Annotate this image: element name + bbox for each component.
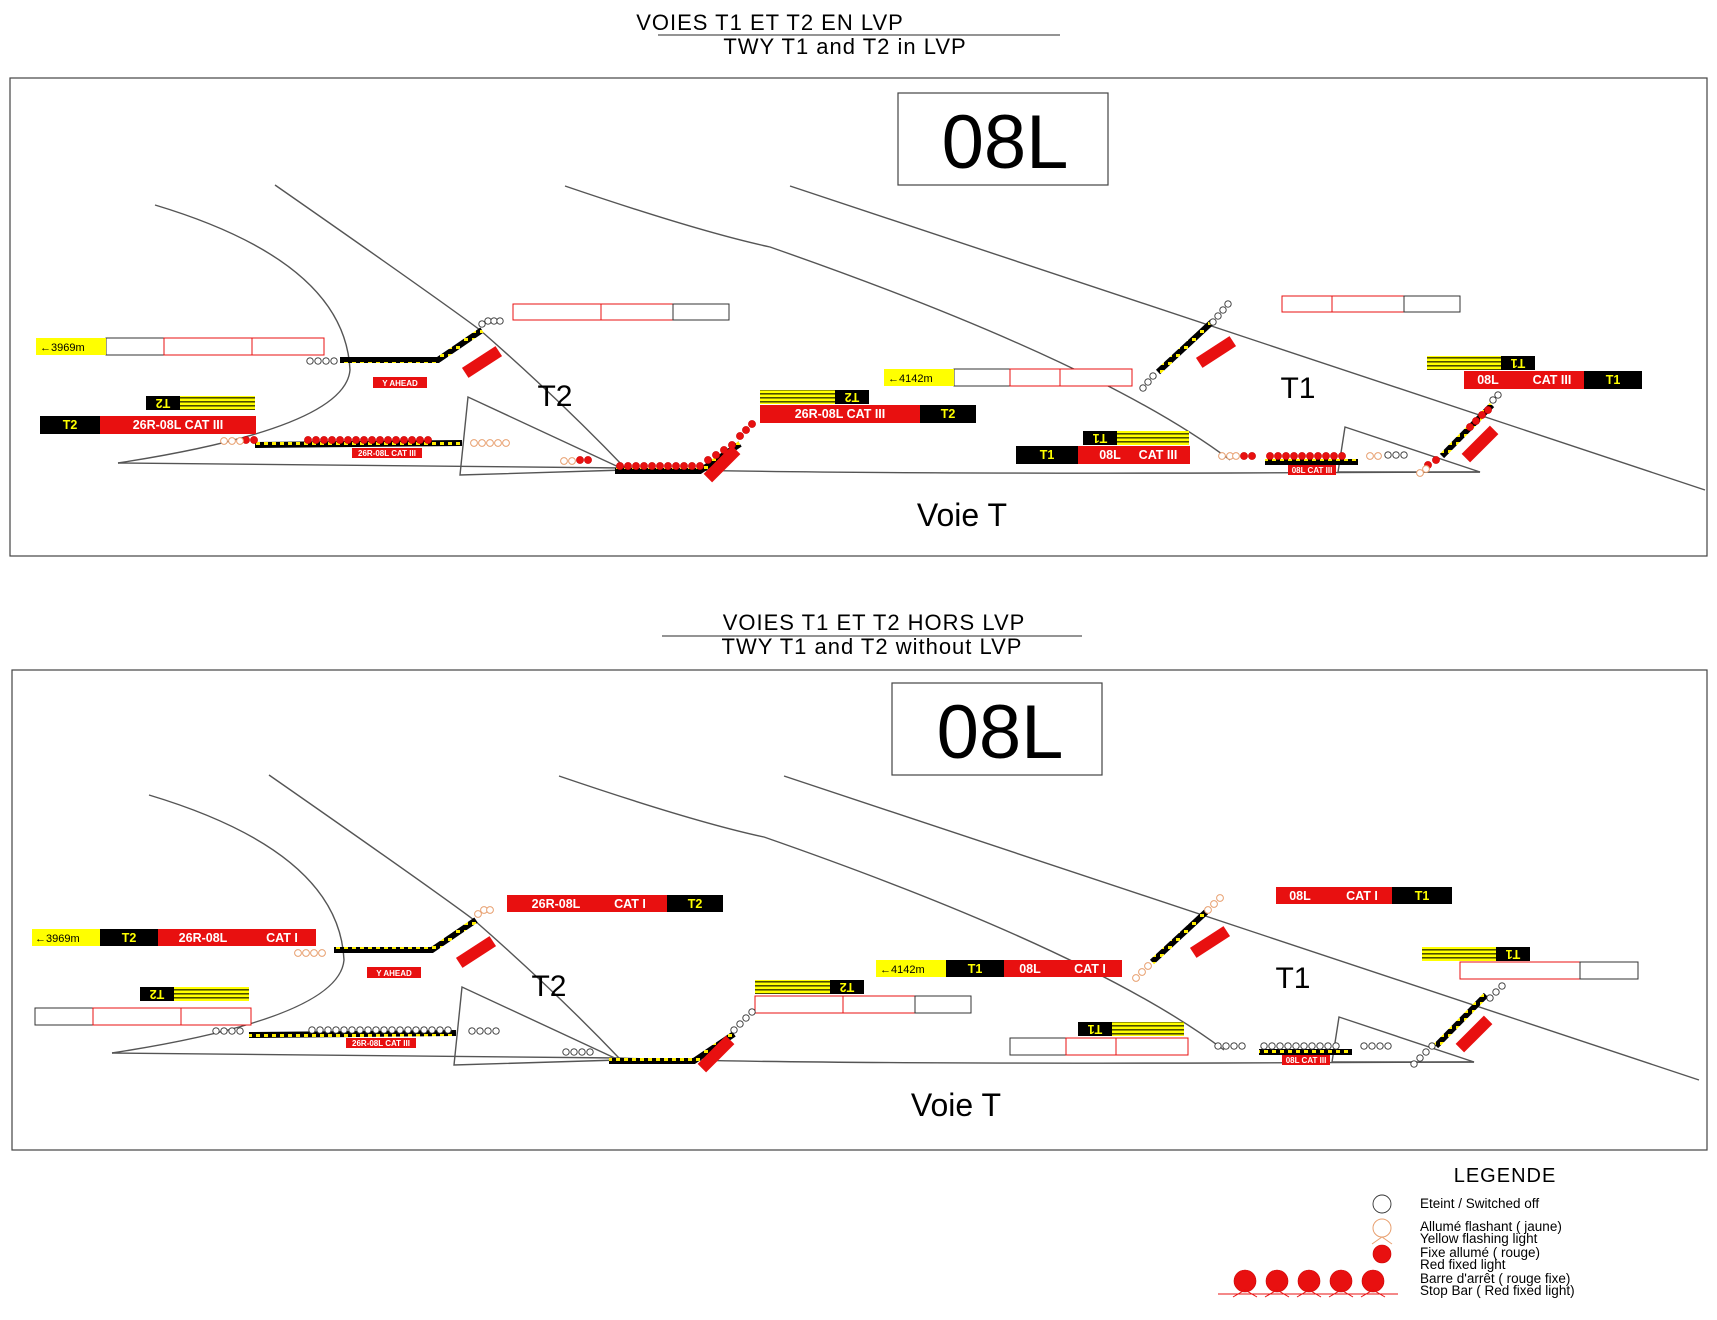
svg-text:CAT I: CAT I [614,897,646,911]
svg-text:T2: T2 [63,418,78,432]
bar-label-08l-b: 08L CAT III [1286,1056,1327,1065]
bar-label-08l: 08L CAT III [1292,466,1333,475]
runway-label-08l: 08L [942,100,1069,185]
svg-text:CAT III: CAT III [1139,448,1178,462]
sign-hors-mid: T1 08L CAT I T1 [946,960,1184,1036]
title-hors-lvp: VOIES T1 ET T2 HORS LVP TWY T1 and T2 wi… [662,610,1082,659]
svg-text:CAT I: CAT I [1346,889,1378,903]
svg-text:T2: T2 [688,897,703,911]
legend-flash-icon [1372,1218,1392,1238]
legend-off: Eteint / Switched off [1420,1196,1539,1211]
sign-hors-top: 26R-08L CAT I T2 [507,895,723,912]
sign-hors-right: 08L CAT I T1 T1 [1276,887,1530,961]
svg-text:26R-08L CAT III: 26R-08L CAT III [133,418,224,432]
distance-3969m-b: ←3969m [35,933,80,945]
svg-text:T2: T2 [156,396,171,410]
flag-t2-mid-b: T2 [840,980,855,994]
sign-lvp-t1-right: T1 08L CAT III T1 [1427,356,1642,389]
svg-text:26R-08L CAT III: 26R-08L CAT III [795,407,886,421]
distance-3969m: ←3969m [40,342,85,354]
svg-text:08L: 08L [1289,889,1311,903]
taxiway-label-t1-b: T1 [1275,962,1310,995]
taxiway-label-voie-t: Voie T [917,497,1007,533]
title-lvp: VOIES T1 ET T2 EN LVP TWY T1 and T2 in L… [636,10,1060,59]
svg-text:T2: T2 [150,987,165,1001]
svg-text:T1: T1 [1415,889,1430,903]
svg-text:08L: 08L [1099,448,1121,462]
taxiway-label-t2: T2 [537,380,572,413]
sign-lvp-t2-left: T2 T2 26R-08L CAT III [40,396,256,434]
svg-text:26R-08L: 26R-08L [179,931,228,945]
svg-text:CAT I: CAT I [1074,962,1106,976]
stop-bars-lvp [254,319,1495,474]
svg-text:T1: T1 [1093,431,1108,445]
runway-label-08l-b: 08L [937,690,1064,775]
sign-lvp-t2-mid: T2 26R-08L CAT III T2 [760,390,976,423]
svg-text:CAT III: CAT III [1533,373,1572,387]
panel-lvp: 08L T2 T1 Voie T ←3969m ←4142m T2 T2 26R… [9,77,1708,557]
bar-label-26r: 26R-08L CAT III [358,449,416,458]
y-ahead-sign: Y AHEAD [382,379,418,388]
svg-text:08L: 08L [1019,962,1041,976]
legend-red-icon [1372,1244,1392,1264]
legend-flash-en: Yellow flashing light [1420,1231,1538,1246]
svg-text:T2: T2 [122,931,137,945]
title-hors-en: TWY T1 and T2 without LVP [722,634,1023,659]
svg-text:T2: T2 [941,407,956,421]
taxiway-label-voie-t-b: Voie T [911,1087,1001,1123]
legend-flash-fr: Allumé flashant ( jaune) [1420,1219,1562,1234]
legend: LEGENDE Eteint / Switched off Allumé fla… [1218,1165,1575,1298]
distance-4142m: ←4142m [888,373,933,385]
legend-off-icon [1372,1194,1392,1214]
title-lvp-en: TWY T1 and T2 in LVP [723,34,966,59]
legend-bar-fr: Barre d'arrêt ( rouge fixe) [1420,1271,1570,1286]
title-hors-fr: VOIES T1 ET T2 HORS LVP [723,610,1026,635]
legend-red-en: Red fixed light [1420,1257,1506,1272]
sign-lvp-t1-mid: T1 T1 08L CAT III [1016,431,1190,464]
svg-text:T1: T1 [1606,373,1621,387]
svg-text:T1: T1 [1506,947,1521,961]
taxiway-label-t1: T1 [1280,372,1315,405]
empty-signs-b [34,961,1639,1056]
svg-text:26R-08L: 26R-08L [532,897,581,911]
panel-hors-lvp: 08L T2 T1 Voie T ←3969m ←4142m T2 26R-08… [11,669,1708,1151]
svg-text:T1: T1 [1088,1022,1103,1036]
empty-signs [105,295,1461,387]
legend-title: LEGENDE [1454,1165,1557,1187]
legend-bar-en: Stop Bar ( Red fixed light) [1420,1283,1575,1298]
title-lvp-fr: VOIES T1 ET T2 EN LVP [636,10,904,35]
legend-stopbar-icon [1218,1269,1398,1298]
svg-text:CAT I: CAT I [266,931,298,945]
taxiway-label-t2-b: T2 [531,970,566,1003]
svg-text:T1: T1 [968,962,983,976]
legend-red-fr: Fixe allumé ( rouge) [1420,1245,1540,1260]
svg-text:T1: T1 [1040,448,1055,462]
bar-label-26r-b: 26R-08L CAT III [352,1039,410,1048]
svg-text:08L: 08L [1477,373,1499,387]
distance-4142m-b: ←4142m [880,964,925,976]
y-ahead-sign-b: Y AHEAD [376,969,412,978]
svg-text:T2: T2 [845,390,860,404]
stop-bars-hors [248,909,1489,1064]
sign-hors-left: T2 26R-08L CAT I T2 [100,929,316,1001]
svg-text:T1: T1 [1511,356,1526,370]
